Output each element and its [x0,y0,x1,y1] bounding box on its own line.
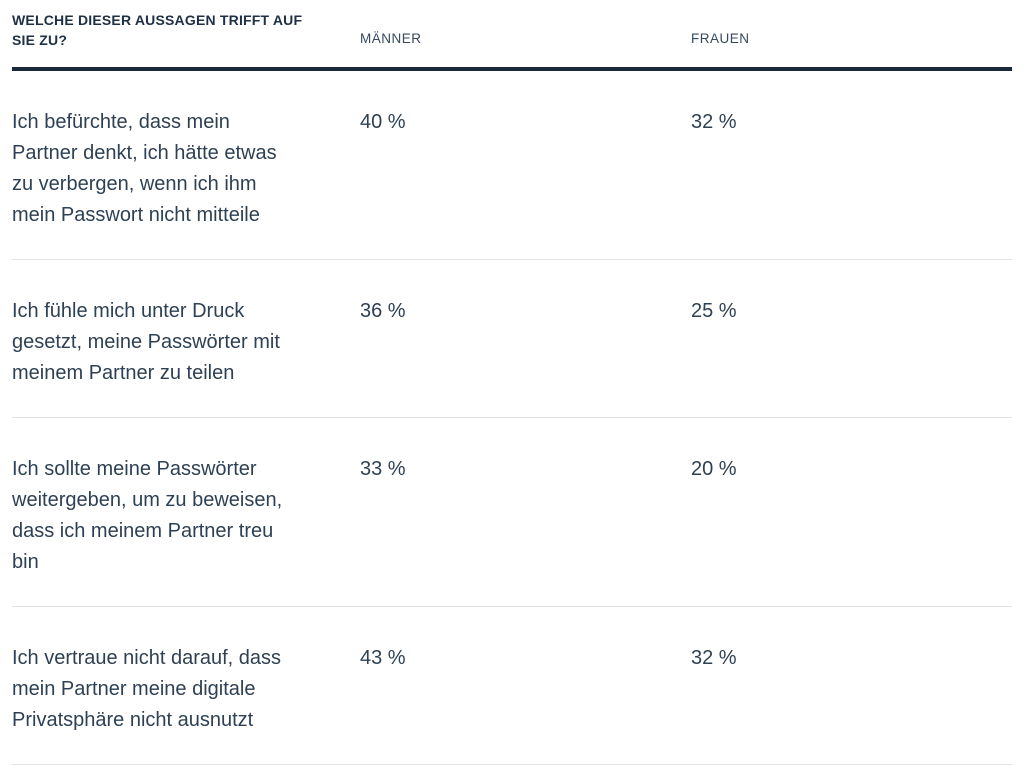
table-header: WELCHE DIESER AUSSAGEN TRIFFT AUF SIE ZU… [12,10,1012,50]
value-maenner: 36 % [360,300,406,322]
statement-text: Ich fühle mich unter Druck gesetzt, mein… [12,300,280,384]
header-rule [12,67,1012,71]
statement-text: Ich vertraue nicht darauf, dass mein Par… [12,647,282,731]
value-frauen: 32 % [691,647,737,669]
value-maenner: 33 % [360,458,406,480]
value-frauen: 20 % [691,458,737,480]
value-maenner: 40 % [360,111,406,133]
question-column-header: WELCHE DIESER AUSSAGEN TRIFFT AUF SIE ZU… [12,12,303,48]
table-row: Ich fühle mich unter Druck gesetzt, mein… [12,260,1012,418]
column-header-frauen: FRAUEN [691,31,750,46]
table-row: Ich sollte meine Passwörter weitergeben,… [12,418,1012,607]
column-header-maenner: MÄNNER [360,31,422,46]
statement-text: Ich befürchte, dass mein Partner denkt, … [12,111,277,226]
value-maenner: 43 % [360,647,406,669]
value-frauen: 32 % [691,111,737,133]
table-row: Ich vertraue nicht darauf, dass mein Par… [12,607,1012,765]
table-row: Ich befürchte, dass mein Partner denkt, … [12,71,1012,260]
value-frauen: 25 % [691,300,737,322]
statement-text: Ich sollte meine Passwörter weitergeben,… [12,458,283,573]
